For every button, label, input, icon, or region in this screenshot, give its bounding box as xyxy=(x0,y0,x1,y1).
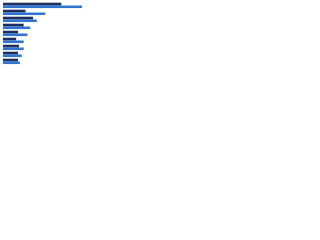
bar xyxy=(3,9,26,13)
bar xyxy=(3,5,82,9)
bar xyxy=(3,61,20,65)
bar xyxy=(3,23,24,27)
bar xyxy=(3,37,17,41)
bar xyxy=(3,12,46,16)
chart xyxy=(3,2,82,65)
bar xyxy=(3,54,22,58)
bar xyxy=(3,58,19,62)
bar xyxy=(3,44,19,48)
page: (() => { const data = JSON.parse(documen… xyxy=(0,0,320,71)
bar xyxy=(3,19,37,23)
bar xyxy=(3,40,24,44)
bar xyxy=(3,33,28,37)
bar xyxy=(3,47,24,51)
bar xyxy=(3,2,62,6)
bar xyxy=(3,30,19,34)
bar xyxy=(3,16,34,20)
bar xyxy=(3,51,19,55)
bar xyxy=(3,26,31,30)
